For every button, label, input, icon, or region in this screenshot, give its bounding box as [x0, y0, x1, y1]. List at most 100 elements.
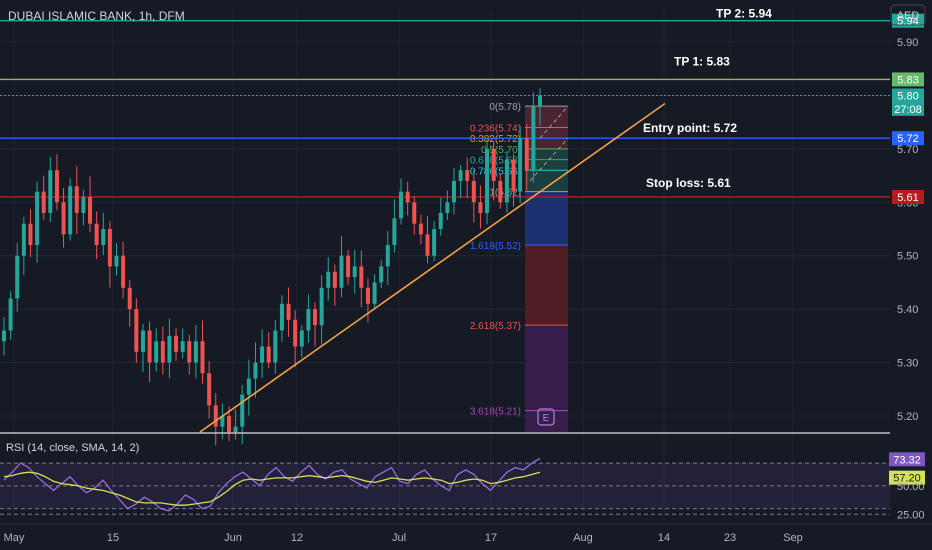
candle-body — [140, 330, 145, 352]
fib-zone-red — [525, 245, 568, 326]
candle-body — [279, 303, 284, 331]
candle-body — [101, 229, 106, 246]
candle-body — [511, 159, 516, 192]
candle-body — [465, 170, 470, 181]
candle-body — [94, 223, 99, 246]
candle-body — [35, 191, 40, 246]
fib-label: 1.618(5.52) — [470, 241, 521, 252]
candle-body — [306, 309, 311, 331]
candle-body — [372, 282, 377, 304]
candle-body — [54, 170, 59, 203]
candle-body — [491, 148, 496, 181]
price-tag — [892, 131, 924, 146]
price-tag — [892, 189, 924, 204]
candle-body — [114, 255, 119, 267]
candle-body — [233, 426, 238, 432]
candle-body — [385, 245, 390, 267]
fib-label: 0(5.78) — [489, 102, 521, 113]
candle-body — [326, 271, 331, 288]
candle-body — [147, 330, 152, 363]
candle-body — [260, 346, 265, 363]
y-tick-label: 5.70 — [897, 144, 918, 156]
price-tag — [892, 72, 924, 87]
rsi-value-tag — [889, 452, 925, 467]
currency-label[interactable]: AED — [897, 10, 920, 22]
earnings-icon-letter: E — [543, 413, 550, 424]
rsi-sma-line — [3, 471, 541, 506]
candle-body — [332, 271, 337, 288]
x-tick-label: 17 — [485, 532, 497, 544]
x-tick-label: May — [4, 532, 25, 544]
fib-zone-blue — [525, 191, 568, 246]
y-tick-label: 5.40 — [897, 304, 918, 316]
candle-body — [286, 303, 291, 320]
candle-body — [412, 202, 417, 224]
candle-body — [220, 415, 225, 427]
x-tick-label: 23 — [724, 532, 736, 544]
candle-body — [121, 255, 126, 288]
candle-body — [445, 202, 450, 213]
candle-body — [187, 341, 192, 363]
candle-body — [458, 170, 463, 181]
candle-body — [160, 341, 165, 363]
projection-path — [539, 105, 569, 139]
candle-body — [346, 255, 351, 278]
x-tick-label: 14 — [658, 532, 670, 544]
candle-body — [226, 415, 231, 432]
candle-body — [432, 229, 437, 256]
candle-body — [518, 138, 523, 192]
candle-body — [273, 330, 278, 363]
y-tick-label: 5.90 — [897, 37, 918, 49]
candle-body — [425, 234, 430, 256]
candle-body — [485, 148, 490, 213]
candle-body — [504, 159, 509, 203]
candle-body — [418, 223, 423, 235]
x-tick-label: Jul — [392, 532, 406, 544]
candle-body — [74, 186, 79, 213]
y-tick-label: 5.20 — [897, 411, 918, 423]
candle-body — [438, 212, 443, 230]
candle-body — [48, 170, 53, 213]
candle-body — [213, 405, 218, 427]
x-tick-label: Jun — [224, 532, 242, 544]
candle-body — [28, 223, 33, 246]
candle-body — [200, 341, 205, 374]
fib-label: 2.618(5.37) — [470, 321, 521, 332]
candle-body — [174, 335, 179, 352]
price-tag — [892, 88, 924, 103]
candle-body — [293, 319, 298, 347]
rsi-value-label: 73.32 — [893, 454, 921, 466]
candle-body — [2, 330, 6, 342]
price-tag-label: 27:08 — [894, 104, 922, 116]
candle-body — [207, 373, 212, 406]
candle-body — [240, 394, 245, 427]
rsi-tick-label: 25.00 — [897, 509, 925, 521]
candle-body — [531, 106, 536, 171]
candle-body — [365, 287, 370, 304]
candle-body — [319, 287, 324, 326]
currency-button — [890, 4, 926, 26]
rsi-label: RSI (14, close, SMA, 14, 2) — [6, 442, 139, 454]
candle-body — [399, 191, 404, 219]
x-tick-label: Aug — [573, 532, 593, 544]
x-tick-label: 15 — [107, 532, 119, 544]
price-tag-label: 5.72 — [897, 133, 918, 145]
level-label-stop-loss: Stop loss: 5.61 — [646, 176, 731, 190]
level-label-tp-2: TP 2: 5.94 — [716, 7, 772, 21]
candle-body — [127, 287, 132, 310]
x-tick-label: Sep — [783, 532, 803, 544]
candle-body — [61, 202, 66, 235]
level-label-entry-point: Entry point: 5.72 — [643, 121, 737, 135]
candle-body — [41, 191, 46, 213]
level-label-tp-1: TP 1: 5.83 — [674, 54, 730, 68]
candle-body — [167, 335, 172, 363]
candle-body — [88, 196, 93, 224]
fib-label: 0.382(5.72) — [470, 134, 521, 145]
candle-body — [524, 138, 529, 171]
candle-body — [15, 255, 20, 299]
candle-body — [379, 266, 384, 283]
projection-path — [529, 137, 569, 182]
price-tag-label: 5.83 — [897, 74, 918, 86]
rsi-tick-label: 50.00 — [897, 481, 925, 493]
